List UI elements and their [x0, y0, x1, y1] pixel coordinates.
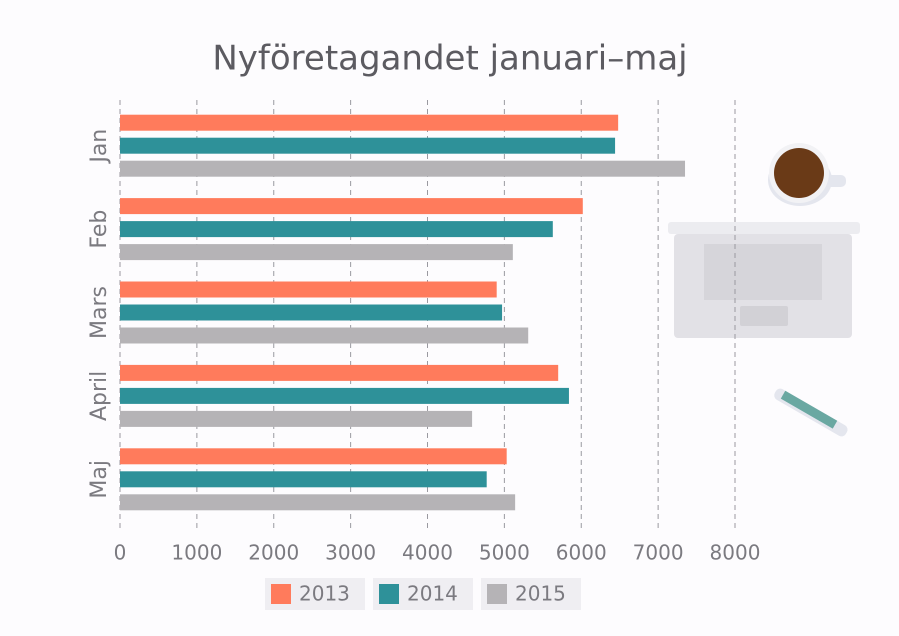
bar — [120, 198, 583, 215]
x-tick-label: 1000 — [171, 541, 222, 565]
legend-label: 2013 — [299, 582, 350, 606]
x-tick-label: 0 — [114, 541, 127, 565]
y-tick-label: April — [87, 371, 112, 421]
bar — [120, 281, 497, 298]
x-tick-label: 6000 — [556, 541, 607, 565]
legend-swatch — [487, 584, 507, 604]
bar — [120, 244, 513, 261]
y-tick-label: Maj — [87, 460, 112, 499]
x-tick-label: 5000 — [479, 541, 530, 565]
bar — [120, 114, 619, 131]
x-tick-label: 4000 — [402, 541, 453, 565]
bar — [120, 448, 507, 465]
chart-title: Nyföretagandet januari–maj — [212, 39, 687, 79]
legend-swatch — [379, 584, 399, 604]
bar — [120, 410, 473, 427]
legend-label: 2014 — [407, 582, 458, 606]
bar — [120, 137, 616, 154]
decoration — [668, 143, 860, 437]
bar — [120, 471, 487, 488]
x-tick-label: 7000 — [633, 541, 684, 565]
x-tick-label: 2000 — [248, 541, 299, 565]
y-tick-label: Mars — [87, 286, 112, 339]
bar — [120, 160, 686, 177]
bar — [120, 327, 529, 344]
y-tick-label: Jan — [87, 129, 112, 165]
bar — [120, 494, 516, 511]
legend-label: 2015 — [515, 582, 566, 606]
y-tick-label: Feb — [87, 210, 112, 249]
x-tick-label: 8000 — [710, 541, 761, 565]
x-tick-label: 3000 — [325, 541, 376, 565]
bar — [120, 221, 553, 238]
legend-swatch — [271, 584, 291, 604]
bar — [120, 364, 559, 381]
bar — [120, 304, 503, 321]
bar — [120, 387, 569, 404]
